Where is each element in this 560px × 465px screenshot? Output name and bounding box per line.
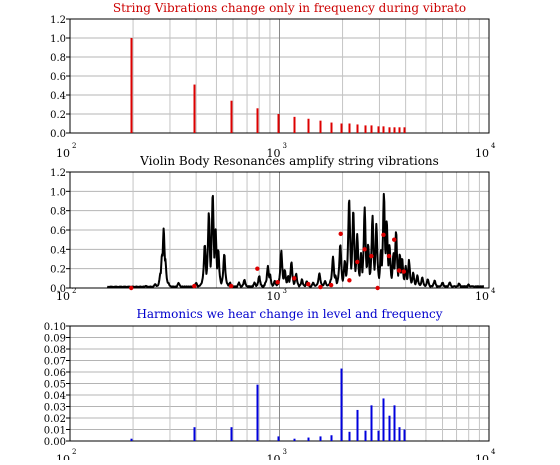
harmonic-marker xyxy=(292,276,297,281)
x-tick-exponent: 3 xyxy=(283,448,287,456)
chart-title: Violin Body Resonances amplify string vi… xyxy=(139,154,439,168)
x-tick-label: 10 xyxy=(475,290,489,303)
chart-title: Harmonics we hear change in level and fr… xyxy=(136,307,442,321)
x-tick-label: 10 xyxy=(475,147,489,160)
y-tick-label: 0.6 xyxy=(50,226,66,237)
x-tick-exponent: 2 xyxy=(72,287,76,295)
harmonic-marker xyxy=(275,280,280,285)
x-tick-label: 10 xyxy=(267,453,281,460)
y-tick-label: 1.0 xyxy=(50,34,66,45)
harmonic-marker xyxy=(381,232,386,238)
spectrum-line xyxy=(106,192,485,288)
harmonic-marker xyxy=(318,284,323,290)
y-tick-label: 0.03 xyxy=(44,403,66,414)
x-tick-exponent: 3 xyxy=(283,287,287,295)
x-tick-exponent: 3 xyxy=(283,142,287,150)
x-tick-exponent: 4 xyxy=(491,287,496,295)
x-tick-exponent: 2 xyxy=(72,448,76,456)
harmonic-marker xyxy=(328,282,334,288)
y-tick-label: 0.02 xyxy=(44,414,66,425)
y-tick-label: 0.08 xyxy=(44,345,66,356)
harmonic-marker xyxy=(392,237,397,242)
y-tick-label: 0.6 xyxy=(50,72,66,83)
harmonic-marker xyxy=(401,269,406,274)
plot-frame xyxy=(69,171,490,289)
chart-title: String Vibrations change only in frequen… xyxy=(113,1,466,15)
y-tick-label: 0.4 xyxy=(50,91,66,102)
chart-panel-2: Violin Body Resonances amplify string vi… xyxy=(50,154,496,303)
harmonic-marker xyxy=(129,285,134,291)
y-tick-label: 0.05 xyxy=(44,380,66,391)
y-tick-label: 0.01 xyxy=(44,426,66,437)
y-tick-label: 1.2 xyxy=(50,168,66,179)
x-tick-label: 10 xyxy=(267,290,281,303)
y-tick-label: 0.06 xyxy=(44,368,66,379)
y-tick-label: 0.07 xyxy=(44,357,66,368)
harmonic-marker xyxy=(362,247,367,252)
harmonic-marker xyxy=(355,259,360,265)
harmonic-marker xyxy=(192,283,197,289)
y-tick-label: 0.4 xyxy=(50,245,66,256)
x-tick-label: 10 xyxy=(56,290,70,303)
harmonic-marker xyxy=(306,281,311,287)
y-tick-label: 0.04 xyxy=(44,391,66,402)
y-tick-label: 0.2 xyxy=(50,265,66,276)
harmonic-marker xyxy=(255,266,260,271)
harmonic-marker xyxy=(228,283,234,289)
harmonic-marker xyxy=(347,278,352,283)
harmonic-marker xyxy=(386,253,392,259)
y-tick-label: 0.2 xyxy=(50,110,66,121)
x-tick-label: 10 xyxy=(475,453,489,460)
harmonic-marker xyxy=(396,268,402,273)
x-tick-label: 10 xyxy=(56,147,70,160)
y-tick-label: 0.0 xyxy=(50,129,66,140)
y-tick-label: 0.10 xyxy=(44,322,66,333)
x-tick-exponent: 4 xyxy=(491,142,496,150)
y-tick-label: 0.8 xyxy=(50,207,66,218)
chart-panel-3: Harmonics we hear change in level and fr… xyxy=(44,307,496,465)
x-tick-label: 10 xyxy=(267,147,281,160)
y-tick-label: 0.0 xyxy=(50,284,66,295)
chart-panel-1: String Vibrations change only in frequen… xyxy=(50,1,496,160)
y-tick-label: 0.09 xyxy=(44,334,66,345)
y-tick-label: 0.00 xyxy=(44,437,66,448)
harmonic-marker xyxy=(338,231,343,237)
x-tick-label: 10 xyxy=(56,453,70,460)
harmonic-marker xyxy=(375,285,380,291)
y-tick-label: 0.8 xyxy=(50,53,66,64)
x-tick-exponent: 2 xyxy=(72,142,76,150)
harmonic-marker xyxy=(369,253,374,259)
y-tick-label: 1.0 xyxy=(50,187,66,198)
y-tick-label: 1.2 xyxy=(50,15,66,26)
x-tick-exponent: 4 xyxy=(491,448,496,456)
